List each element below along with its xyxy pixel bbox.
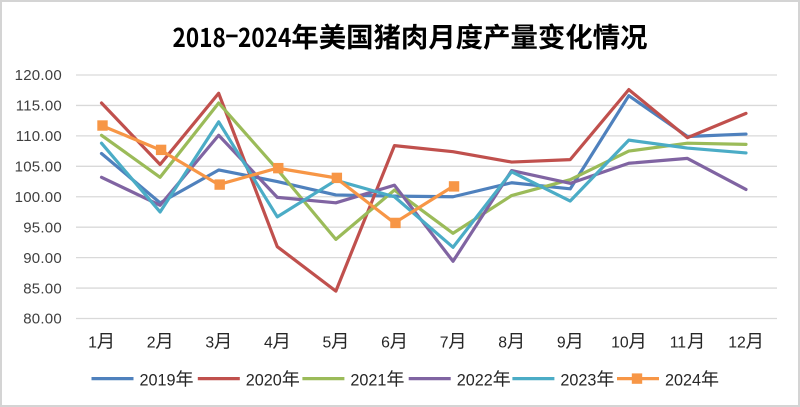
svg-text:2024: 2024: [665, 371, 701, 389]
svg-text:3: 3: [205, 335, 214, 352]
svg-text:2019: 2019: [140, 371, 176, 389]
svg-text:11: 11: [670, 335, 687, 352]
svg-text:2: 2: [147, 335, 156, 352]
svg-text:12: 12: [728, 335, 746, 352]
svg-text:2021: 2021: [350, 371, 386, 389]
svg-text:6: 6: [381, 335, 390, 352]
svg-text:2022: 2022: [457, 371, 493, 389]
svg-text:10: 10: [611, 335, 629, 352]
svg-text:2023: 2023: [560, 371, 596, 389]
svg-text:95.00: 95.00: [23, 219, 62, 236]
svg-text:115.00: 115.00: [16, 98, 62, 115]
svg-text:90.00: 90.00: [23, 250, 62, 267]
svg-text:100.00: 100.00: [15, 189, 62, 206]
svg-text:5: 5: [323, 335, 332, 352]
svg-text:4: 4: [264, 335, 273, 352]
svg-text:85.00: 85.00: [23, 280, 62, 297]
svg-text:8: 8: [498, 335, 507, 352]
svg-text:120.00: 120.00: [15, 67, 62, 84]
svg-text:80.00: 80.00: [23, 311, 62, 328]
svg-text:105.00: 105.00: [15, 159, 62, 176]
svg-text:2020: 2020: [246, 371, 282, 389]
svg-text:110.00: 110.00: [16, 128, 62, 145]
svg-text:9: 9: [557, 335, 566, 352]
svg-text:1: 1: [88, 335, 97, 352]
svg-text:7: 7: [440, 335, 449, 352]
